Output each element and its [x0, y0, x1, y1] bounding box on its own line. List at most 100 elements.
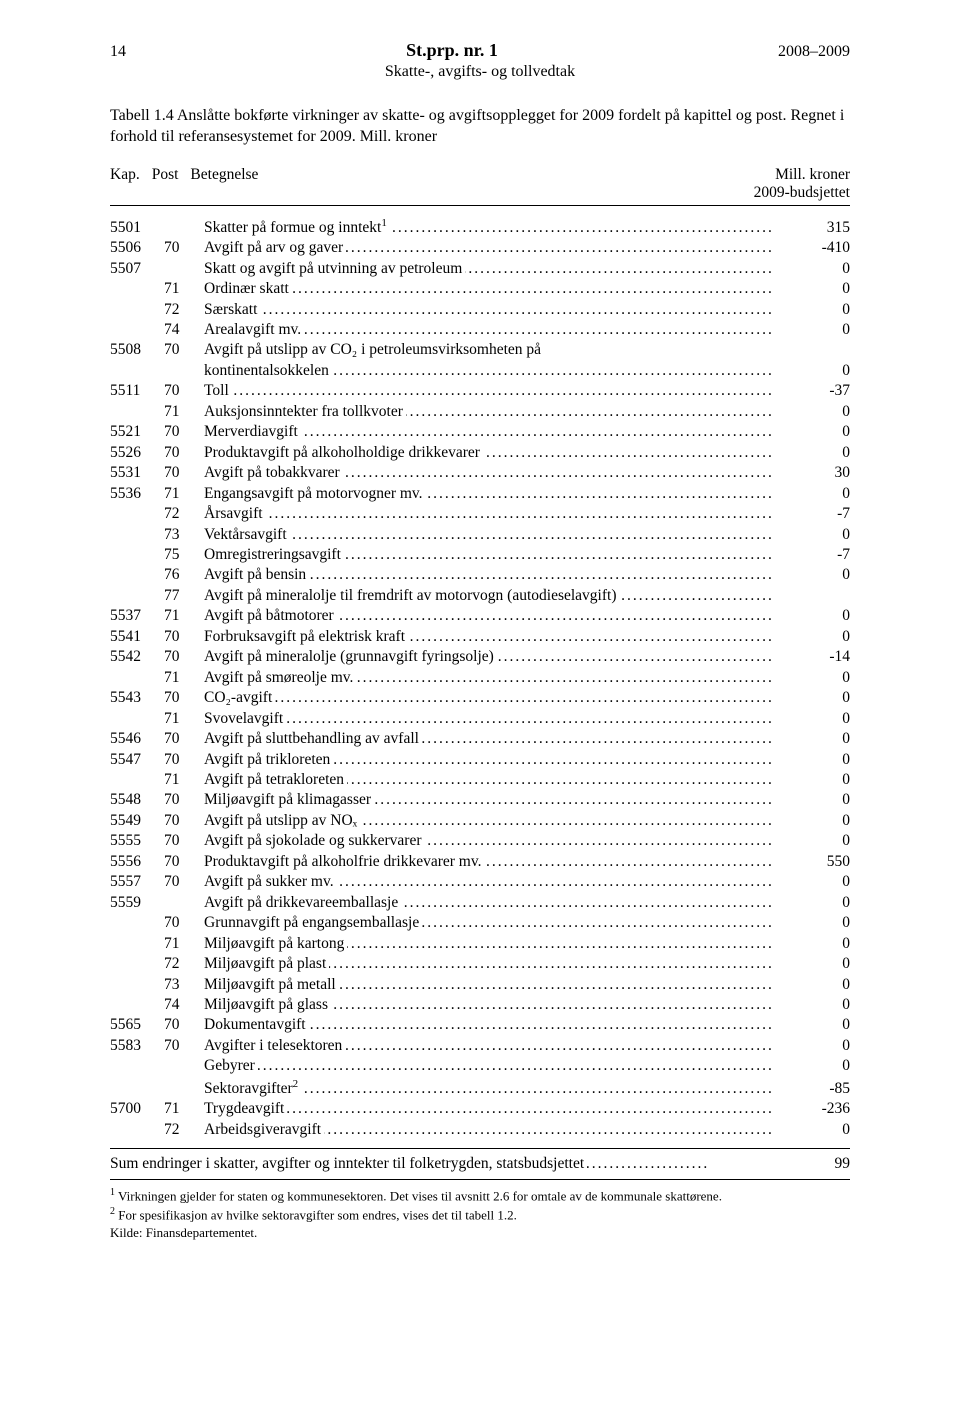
cell-desc: Avgift på drikkevareemballasje [204, 893, 774, 913]
cell-kap: 5508 [110, 340, 164, 360]
cell-value: -85 [774, 1079, 850, 1099]
table-row: 75Omregistreringsavgift -7 [110, 545, 850, 565]
cell-value: 0 [774, 954, 850, 974]
cell-desc: Avgift på tetrakloreten [204, 770, 774, 790]
cell-post: 72 [164, 1120, 204, 1140]
cell-kap: 5542 [110, 647, 164, 667]
cell-desc: Avgift på mineralolje til fremdrift av m… [204, 586, 774, 606]
cell-kap: 5555 [110, 831, 164, 851]
footnote-source: Kilde: Finansdepartementet. [110, 1224, 850, 1242]
sum-desc-text: Sum endringer i skatter, avgifter og inn… [110, 1155, 587, 1172]
cell-value: 0 [774, 361, 850, 381]
cell-post: 70 [164, 443, 204, 463]
cell-post: 70 [164, 627, 204, 647]
column-headers: Kap. Post Betegnelse Mill. kroner 2009-b… [110, 166, 850, 206]
cell-desc: Grunnavgift på engangsemballasje [204, 913, 774, 933]
cell-post: 75 [164, 545, 204, 565]
table-row: 552170Merverdiavgift 0 [110, 422, 850, 442]
table-row: Sektoravgifter2 -85 [110, 1077, 850, 1100]
cell-desc: kontinentalsokkelen [204, 361, 774, 381]
cell-value: -7 [774, 504, 850, 524]
header-subtitle: Skatte-, avgifts- og tollvedtak [110, 63, 850, 81]
cell-desc: Dokumentavgift [204, 1015, 774, 1035]
table-row: 551170Toll -37 [110, 381, 850, 401]
table-row: 5507Skatt og avgift på utvinning av petr… [110, 259, 850, 279]
footnotes: 1 Virkningen gjelder for staten og kommu… [110, 1186, 850, 1241]
table-row: 552670Produktavgift på alkoholholdige dr… [110, 443, 850, 463]
cell-desc: Avgift på utslipp av NOₓ [204, 811, 774, 831]
cell-value: 0 [774, 565, 850, 585]
table-row: 553771Avgift på båtmotorer 0 [110, 606, 850, 626]
table-row: 5501Skatter på formue og inntekt1 315 [110, 216, 850, 239]
cell-desc: Årsavgift [204, 504, 774, 524]
table-row: 71Avgift på tetrakloreten 0 [110, 770, 850, 790]
cell-value: 0 [774, 279, 850, 299]
cell-value: 0 [774, 872, 850, 892]
cell-value: -236 [774, 1099, 850, 1119]
table-row: 553671Engangsavgift på motorvogner mv. 0 [110, 484, 850, 504]
cell-desc: CO₂-avgift [204, 688, 774, 708]
cell-post: 74 [164, 320, 204, 340]
table-row: 554870Miljøavgift på klimagasser 0 [110, 790, 850, 810]
cell-kap: 5559 [110, 893, 164, 913]
cell-value: 0 [774, 320, 850, 340]
cell-post: 72 [164, 300, 204, 320]
cell-post: 71 [164, 402, 204, 422]
sum-value: 99 [774, 1155, 850, 1173]
table-row: 556570Dokumentavgift 0 [110, 1015, 850, 1035]
table-row: 553170Avgift på tobakkvarer 30 [110, 463, 850, 483]
cell-desc: Skatt og avgift på utvinning av petroleu… [204, 259, 774, 279]
cell-desc: Avgift på sluttbehandling av avfall [204, 729, 774, 749]
cell-desc: Omregistreringsavgift [204, 545, 774, 565]
cell-desc: Forbruksavgift på elektrisk kraft [204, 627, 774, 647]
cell-kap: 5557 [110, 872, 164, 892]
cell-kap: 5700 [110, 1099, 164, 1119]
cell-kap: 5521 [110, 422, 164, 442]
cell-post: 77 [164, 586, 204, 606]
cell-desc: Miljøavgift på klimagasser [204, 790, 774, 810]
cell-post: 70 [164, 729, 204, 749]
cell-post: 70 [164, 913, 204, 933]
table-row: 73Vektårsavgift 0 [110, 525, 850, 545]
cell-post: 70 [164, 790, 204, 810]
col-kap: Kap. [110, 166, 140, 202]
cell-value: -14 [774, 647, 850, 667]
table-row: 558370Avgifter i telesektoren 0 [110, 1036, 850, 1056]
cell-value: 0 [774, 668, 850, 688]
cell-kap: 5583 [110, 1036, 164, 1056]
cell-value: 0 [774, 422, 850, 442]
cell-desc: Miljøavgift på metall [204, 975, 774, 995]
cell-value: 0 [774, 300, 850, 320]
table-row: kontinentalsokkelen 0 [110, 361, 850, 381]
cell-kap: 5526 [110, 443, 164, 463]
cell-value: 0 [774, 750, 850, 770]
cell-post: 71 [164, 709, 204, 729]
cell-post: 70 [164, 422, 204, 442]
cell-desc: Avgift på arv og gaver [204, 238, 774, 258]
cell-post: 70 [164, 831, 204, 851]
page-number: 14 [110, 43, 126, 61]
cell-post: 71 [164, 770, 204, 790]
col-post: Post [152, 166, 179, 202]
cell-desc: Avgift på tobakkvarer [204, 463, 774, 483]
table-row: Gebyrer 0 [110, 1056, 850, 1076]
cell-kap: 5543 [110, 688, 164, 708]
cell-value: 0 [774, 934, 850, 954]
cell-post: 71 [164, 934, 204, 954]
footnote-2: 2 For spesifikasjon av hvilke sektoravgi… [110, 1205, 850, 1224]
cell-post: 71 [164, 668, 204, 688]
cell-value: 550 [774, 852, 850, 872]
table-row: 71Svovelavgift 0 [110, 709, 850, 729]
cell-desc: Særskatt [204, 300, 774, 320]
table-row: 554770Avgift på trikloreten 0 [110, 750, 850, 770]
table-row: 74Miljøavgift på glass 0 [110, 995, 850, 1015]
table-row: 555770Avgift på sukker mv. 0 [110, 872, 850, 892]
cell-kap: 5501 [110, 218, 164, 238]
cell-kap: 5511 [110, 381, 164, 401]
cell-desc: Engangsavgift på motorvogner mv. [204, 484, 774, 504]
cell-value: 0 [774, 1015, 850, 1035]
table-row: 77Avgift på mineralolje til fremdrift av… [110, 586, 850, 606]
cell-post: 70 [164, 238, 204, 258]
table-row: 555670Produktavgift på alkoholfrie drikk… [110, 852, 850, 872]
cell-kap: 5536 [110, 484, 164, 504]
